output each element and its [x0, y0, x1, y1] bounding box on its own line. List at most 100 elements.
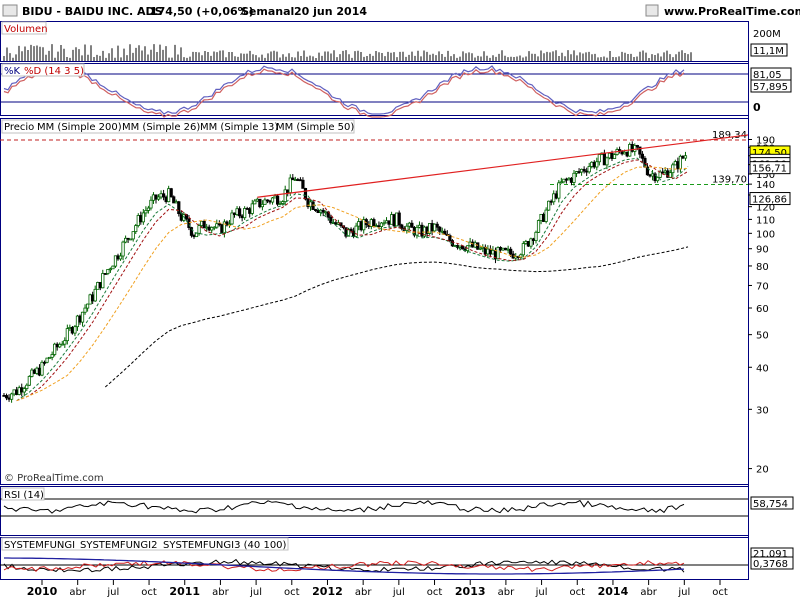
watermark: © ProRealTime.com: [4, 473, 104, 484]
legend-ma50: MM (Simple 50): [276, 122, 354, 133]
stoch-title-bg: [1, 63, 85, 77]
candle-body: [144, 210, 148, 214]
price-title: Precio: [4, 122, 34, 133]
candle-body: [501, 247, 505, 251]
settings-icon[interactable]: [645, 4, 659, 17]
sys-legend-bg: [1, 537, 289, 551]
candle-body: [562, 178, 566, 183]
header-background: [0, 0, 800, 20]
ma26-line: [16, 159, 689, 402]
candle-body: [164, 196, 168, 203]
candle-body: [645, 166, 650, 176]
price-tick-label: 60: [756, 304, 769, 315]
candle-body: [296, 179, 300, 181]
candle-body: [395, 212, 399, 227]
candle-body: [286, 189, 290, 194]
ticker-icon[interactable]: [2, 4, 18, 17]
candle-body: [357, 221, 361, 227]
candle-body: [225, 221, 229, 226]
candle-body: [633, 144, 637, 152]
candle-body: [103, 273, 107, 275]
candle-body: [440, 230, 444, 233]
candle-body: [108, 268, 112, 271]
candle-body: [255, 198, 259, 202]
candle-body: [435, 223, 439, 228]
price-tick-label: 40: [756, 363, 769, 374]
header: BIDU - BAIDU INC. ADS 174,50 (+0,06%) Se…: [0, 0, 800, 20]
candle-body: [536, 220, 541, 233]
candle-body: [129, 238, 133, 241]
x-tick-label: jul: [677, 587, 690, 598]
candle-body: [35, 367, 39, 374]
candle-body: [273, 195, 277, 199]
candle-body: [478, 247, 482, 250]
price-tick-label: 50: [756, 331, 769, 342]
candle-body: [303, 187, 308, 200]
candle-body: [70, 326, 74, 334]
stochastic-pane: [0, 63, 749, 116]
candle-body: [230, 212, 234, 225]
candle-body: [612, 154, 617, 159]
candle-body: [476, 242, 480, 250]
candle-body: [131, 231, 135, 240]
x-tick-label: abr: [640, 587, 657, 598]
x-tick-label: abr: [69, 587, 86, 598]
candle-body: [298, 179, 303, 182]
sys-legend-2: SYSTEMFUNGI2: [80, 540, 157, 551]
candle-body: [293, 179, 297, 181]
candle-body: [73, 326, 77, 334]
candle-body: [602, 152, 607, 166]
candle-body: [498, 247, 503, 251]
candle-body: [156, 196, 161, 200]
volume-pane: [0, 21, 749, 62]
price-tick-label: 110: [756, 215, 775, 226]
candle-body: [75, 315, 80, 328]
candle-body: [554, 193, 558, 199]
candle-body: [40, 361, 44, 376]
x-tick-label: oct: [569, 587, 585, 598]
candle-body: [610, 152, 614, 159]
candle-body: [116, 255, 120, 260]
candle-body: [48, 356, 52, 359]
candle-body: [207, 226, 211, 231]
candle-body: [42, 361, 47, 364]
candle-body: [93, 288, 97, 302]
candle-body: [275, 195, 280, 205]
candle-body: [179, 213, 183, 221]
candle-body: [126, 237, 130, 240]
candle-body: [202, 220, 206, 229]
candle-body: [268, 200, 272, 203]
stoch-tick-0: 0: [753, 101, 761, 114]
candle-body: [154, 194, 158, 200]
candle-body: [389, 214, 394, 225]
candle-body: [334, 222, 338, 225]
candle-body: [582, 168, 586, 172]
candle-body: [9, 393, 14, 400]
candle-body: [243, 208, 247, 219]
candle-body: [88, 294, 92, 305]
candle-body: [86, 303, 90, 309]
x-tick-label: 2010: [27, 585, 58, 598]
candle-body: [683, 155, 688, 159]
candle-body: [681, 155, 685, 159]
candle-body: [281, 201, 285, 204]
candle-body: [668, 172, 672, 178]
candle-body: [650, 173, 655, 177]
candle-body: [433, 223, 437, 232]
sys-value-2: 21,091: [753, 549, 788, 560]
candle-body: [382, 222, 386, 225]
candle-body: [55, 343, 59, 348]
candle-body: [324, 211, 328, 214]
x-tick-label: jul: [535, 587, 548, 598]
candle-body: [283, 189, 287, 203]
candle-body: [430, 223, 434, 232]
candle-body: [448, 235, 452, 242]
ticker-name: BIDU - BAIDU INC. ADS: [22, 5, 163, 18]
candle-body: [30, 369, 34, 377]
candle-body: [58, 343, 62, 348]
candle-body: [4, 395, 9, 399]
price-change: 174,50 (+0,06%): [150, 5, 254, 18]
site-link[interactable]: www.ProRealTime.com: [664, 5, 800, 18]
candle-body: [260, 203, 265, 208]
candle-body: [212, 226, 216, 229]
